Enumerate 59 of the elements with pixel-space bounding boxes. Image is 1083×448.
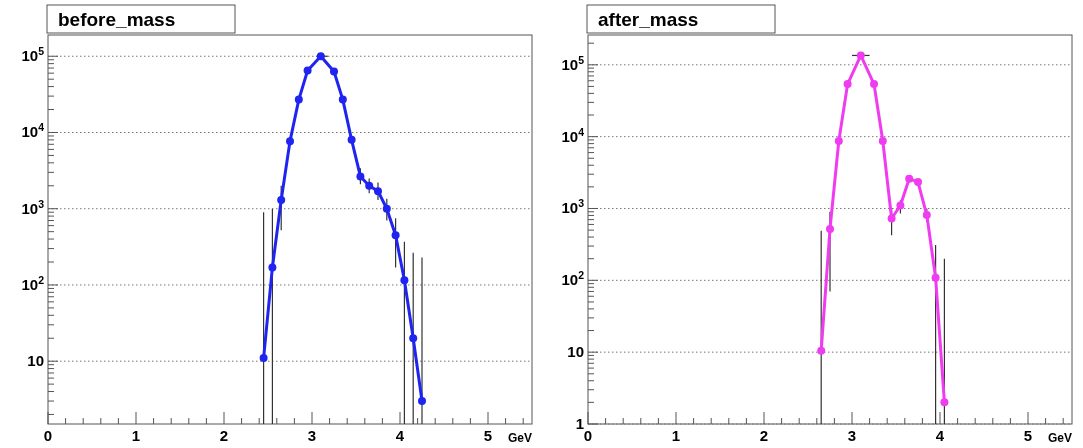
point	[286, 137, 294, 146]
point	[856, 51, 865, 60]
point	[303, 66, 312, 75]
chart-title: before_mass	[58, 9, 176, 30]
point	[418, 397, 426, 406]
point	[356, 172, 365, 181]
point	[834, 136, 843, 145]
point	[940, 398, 949, 407]
point	[268, 263, 277, 272]
x-tick-label: 3	[307, 427, 317, 444]
point	[817, 346, 826, 355]
x-axis-title: GeV	[1047, 431, 1072, 445]
point	[382, 204, 391, 213]
point	[338, 95, 347, 104]
point	[922, 211, 931, 220]
y-tick-label: 10$^{3}$	[21, 197, 45, 217]
x-tick-label: 3	[847, 427, 857, 444]
y-tick-label: 10$^{5}$	[21, 45, 45, 65]
point	[316, 52, 325, 61]
point	[905, 174, 914, 183]
point	[277, 196, 286, 205]
x-tick-label: 1	[671, 427, 681, 444]
y-tick-label: 10$^{3}$	[561, 197, 585, 217]
point	[294, 95, 303, 104]
point	[870, 80, 878, 89]
x-tick-label: 0	[43, 427, 53, 444]
chart-title: after_mass	[598, 9, 699, 30]
x-tick-label: 0	[583, 427, 593, 444]
point	[330, 67, 338, 76]
y-tick-label: 10$^{5}$	[561, 53, 585, 73]
point	[887, 214, 896, 223]
y-tick-label: 10	[27, 352, 44, 370]
point	[259, 354, 268, 363]
y-tick-label: 10$^{4}$	[561, 125, 585, 145]
point	[347, 135, 356, 144]
x-tick-label: 2	[759, 427, 769, 444]
point	[931, 273, 940, 282]
y-tick-label: 10$^{2}$	[561, 269, 585, 289]
point	[409, 334, 418, 343]
y-tick-label: 10	[567, 343, 584, 361]
point	[391, 231, 400, 240]
point	[843, 80, 852, 89]
y-tick-label: 10$^{4}$	[21, 121, 45, 141]
point	[826, 224, 834, 233]
x-tick-label: 4	[935, 427, 945, 444]
x-tick-label: 5	[483, 427, 493, 444]
x-tick-label: 5	[1023, 427, 1033, 444]
x-tick-label: 1	[131, 427, 141, 444]
y-tick-label: 1	[575, 415, 584, 432]
point	[878, 136, 887, 145]
x-tick-label: 4	[395, 427, 405, 444]
point	[374, 187, 382, 196]
point	[914, 178, 922, 187]
y-tick-label: 10$^{2}$	[21, 273, 45, 293]
x-axis-title: GeV	[507, 431, 532, 445]
x-tick-label: 2	[219, 427, 229, 444]
point	[896, 201, 905, 210]
point	[365, 181, 374, 190]
point	[400, 276, 409, 285]
